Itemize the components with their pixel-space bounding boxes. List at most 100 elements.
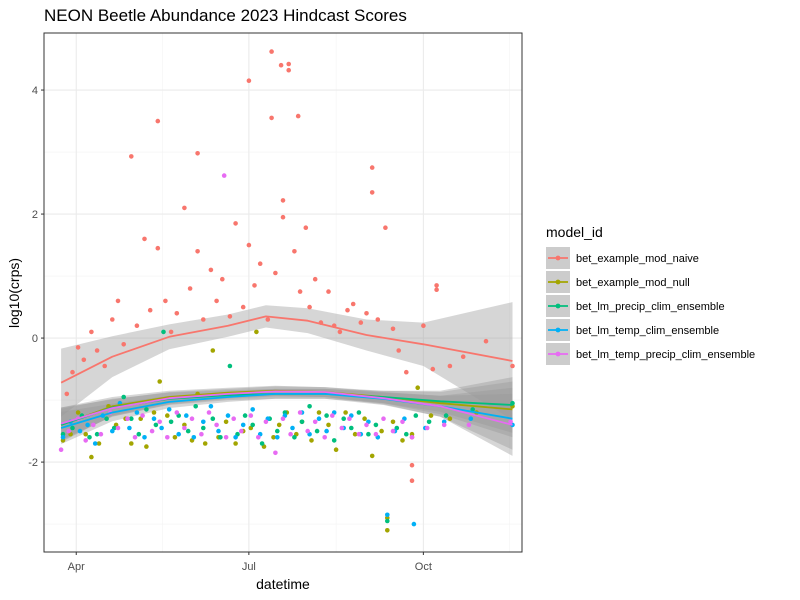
data-point (421, 323, 426, 329)
data-point (295, 113, 301, 119)
scatter-points (58, 49, 515, 533)
data-point (227, 363, 233, 369)
confidence-ribbon (61, 386, 513, 456)
data-point (87, 435, 92, 440)
data-point (214, 298, 219, 304)
data-point (390, 428, 396, 434)
data-point (409, 435, 415, 440)
data-point (326, 422, 331, 428)
data-point (400, 438, 405, 443)
data-point (312, 419, 318, 425)
data-point (275, 428, 280, 434)
legend-key-point (555, 279, 561, 285)
data-point (375, 317, 381, 322)
legend-label: bet_lm_temp_precip_clim_ensemble (576, 349, 755, 361)
data-point (142, 435, 147, 440)
data-point (110, 317, 115, 322)
data-point (110, 428, 115, 434)
legend-label: bet_example_mod_null (576, 277, 690, 289)
data-point (202, 441, 208, 446)
data-point (364, 422, 369, 428)
data-point (364, 311, 369, 316)
data-point (424, 425, 430, 431)
data-point (223, 419, 229, 425)
data-point (242, 413, 248, 418)
data-point (373, 431, 379, 437)
data-point (174, 311, 180, 316)
data-point (297, 289, 303, 294)
plot-area (43, 32, 523, 553)
data-point (350, 301, 356, 307)
data-point (176, 431, 181, 437)
data-point (385, 518, 390, 524)
data-point (383, 225, 388, 230)
data-point (208, 404, 214, 409)
data-point (331, 438, 337, 443)
y-tick-label: 2 (32, 209, 38, 221)
legend-key-point (555, 327, 561, 333)
data-point (193, 404, 198, 409)
data-point (269, 49, 274, 54)
data-point (75, 410, 81, 415)
data-point (369, 165, 375, 170)
data-point (263, 419, 269, 425)
data-point (257, 261, 263, 267)
data-point (157, 379, 162, 384)
data-point (210, 416, 216, 422)
data-point (75, 345, 81, 350)
y-tick-label: 0 (32, 333, 38, 345)
data-point (345, 307, 350, 313)
smooth-lines (60, 315, 513, 429)
data-point (155, 118, 161, 124)
data-point (324, 413, 329, 418)
data-point (182, 425, 187, 431)
data-point (460, 354, 466, 360)
data-point (254, 329, 259, 335)
data-point (233, 441, 238, 446)
data-point (225, 413, 231, 418)
data-point (428, 413, 434, 418)
data-point (246, 78, 252, 83)
y-axis-ticks: -2 0 2 4 (28, 85, 44, 469)
data-point (184, 413, 189, 418)
data-point (136, 431, 142, 437)
data-point (250, 422, 255, 428)
data-point (466, 422, 472, 428)
data-point (191, 435, 197, 440)
data-point (443, 413, 449, 418)
data-point (333, 447, 339, 453)
data-point (430, 366, 436, 372)
legend-title: model_id (546, 224, 603, 240)
data-point (81, 357, 87, 363)
data-point (206, 410, 212, 415)
data-point (307, 304, 312, 310)
data-point (369, 190, 375, 195)
data-point (415, 385, 421, 391)
data-point (324, 428, 329, 434)
data-point (58, 447, 64, 453)
data-point (189, 416, 195, 422)
data-point (129, 154, 134, 159)
data-point (163, 298, 168, 304)
legend-key-point (555, 255, 561, 261)
data-point (305, 428, 311, 434)
data-point (149, 428, 155, 434)
data-point (102, 363, 107, 369)
data-point (240, 304, 246, 310)
data-point (404, 431, 409, 437)
data-point (165, 413, 170, 418)
data-point (182, 205, 187, 211)
data-point (240, 422, 246, 428)
data-point (233, 435, 238, 440)
data-point (174, 410, 180, 415)
data-point (510, 363, 515, 369)
data-point (83, 438, 88, 443)
data-point (252, 283, 257, 288)
data-point (326, 289, 331, 294)
data-point (121, 394, 126, 400)
chart-title: NEON Beetle Abundance 2023 Hindcast Scor… (44, 6, 407, 25)
data-point (121, 342, 126, 347)
data-point (280, 416, 286, 422)
data-point (379, 428, 384, 434)
